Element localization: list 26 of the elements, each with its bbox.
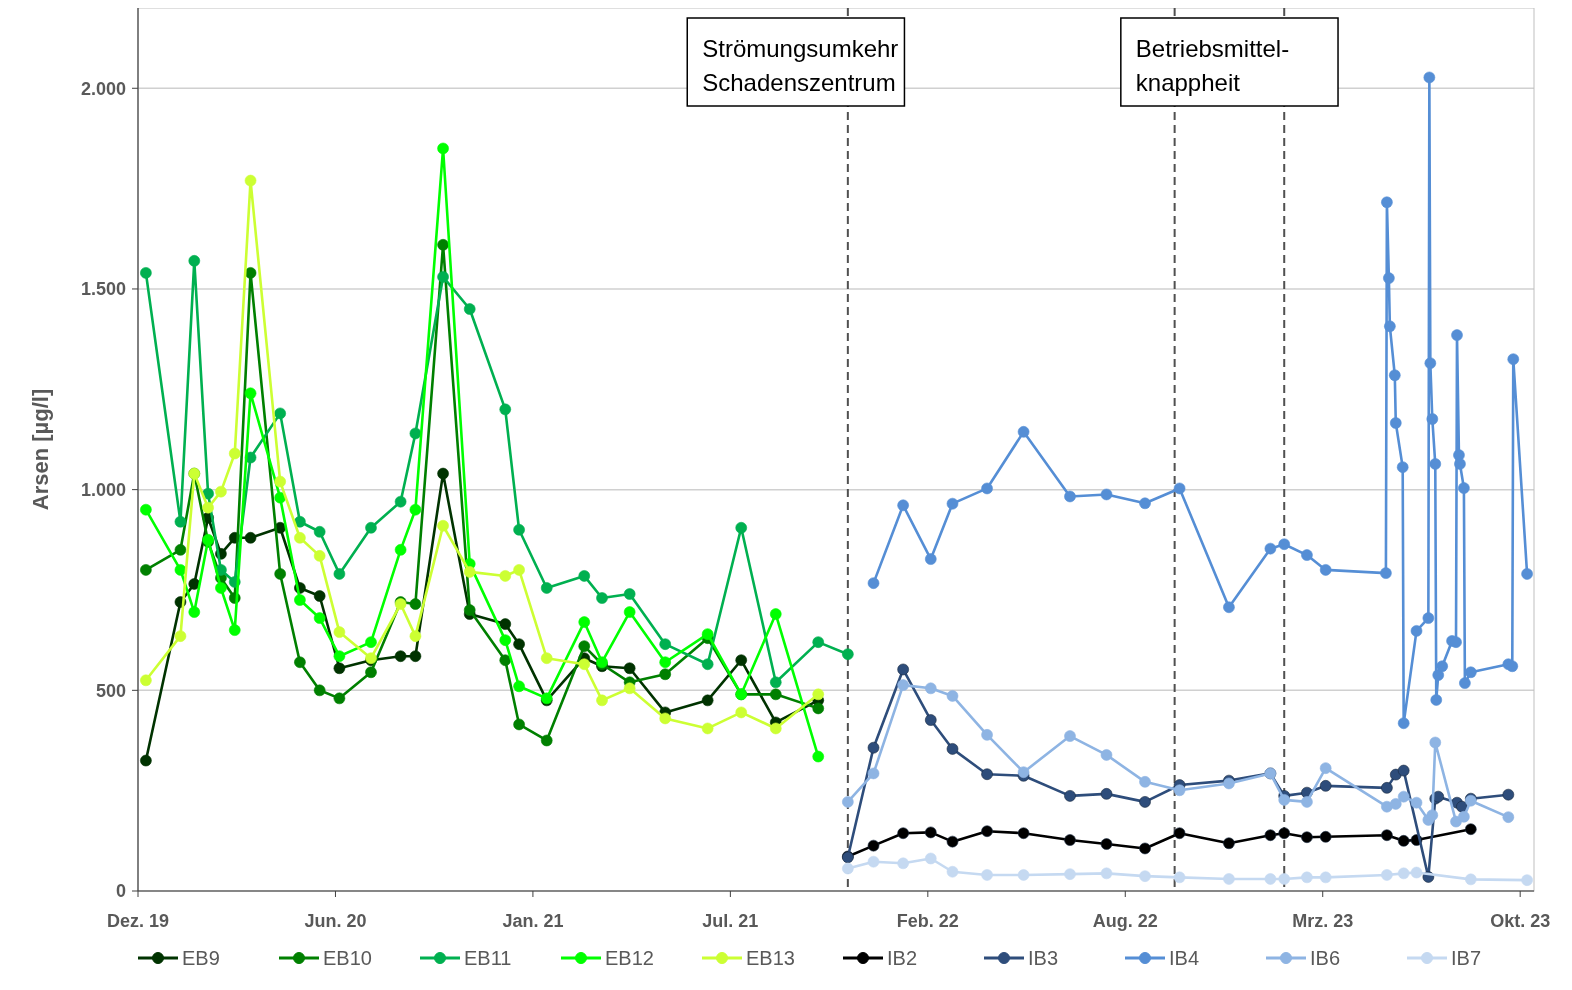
x-tick-label: Aug. 22	[1092, 911, 1158, 931]
x-tick-label: Jan. 21	[502, 911, 564, 931]
legend-label: EB13	[746, 947, 795, 969]
legend-label: IB7	[1451, 947, 1482, 969]
legend-label: EB12	[605, 947, 654, 969]
legend-label: IB6	[1310, 947, 1341, 969]
y-tick-label: 0	[115, 881, 126, 902]
y-tick-label: 1.000	[80, 479, 126, 500]
legend-label: IB3	[1028, 947, 1059, 969]
legend-label: EB11	[464, 947, 512, 969]
legend-label: EB9	[182, 947, 220, 969]
ref-line-label: Strömungsumkehr Schadenszentrum	[702, 34, 899, 96]
legend-label: IB2	[887, 947, 918, 969]
legend-label: IB4	[1169, 947, 1200, 969]
ref-line-label: Betriebsmittel-knappheit	[1135, 34, 1290, 96]
y-tick-label: 1.500	[80, 279, 126, 300]
x-tick-label: Jul. 21	[702, 911, 759, 931]
y-tick-label: 2.000	[80, 78, 126, 99]
x-tick-label: Jun. 20	[304, 911, 367, 931]
x-tick-label: Okt. 23	[1490, 911, 1551, 931]
legend-label: EB10	[323, 947, 372, 969]
x-tick-label: Mrz. 23	[1292, 911, 1354, 931]
x-tick-label: Feb. 22	[896, 911, 959, 931]
y-axis-title: Arsen [µg/l]	[28, 388, 53, 511]
y-tick-label: 500	[95, 680, 126, 701]
x-tick-label: Dez. 19	[106, 911, 170, 931]
